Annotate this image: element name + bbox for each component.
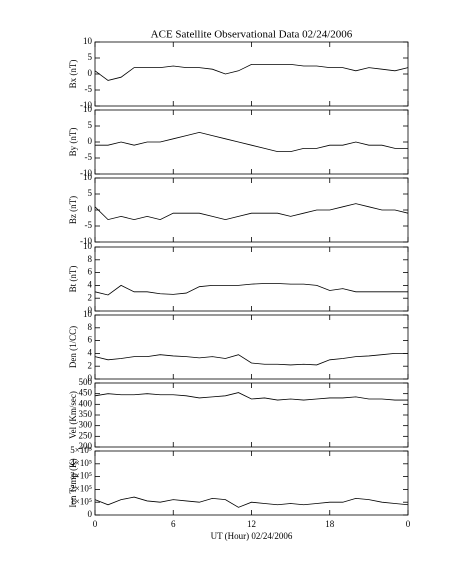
data-line [94, 496, 409, 508]
panel-frame [94, 382, 409, 448]
y-tick-label: 0 [88, 136, 93, 146]
y-tick-label: 0 [88, 509, 93, 519]
y-tick-label: 10 [83, 36, 93, 46]
y-tick-label: 4×10⁵ [70, 458, 92, 468]
y-tick-label: 5×10⁵ [70, 445, 92, 455]
data-line [94, 353, 408, 366]
y-tick-label: 3×10⁵ [70, 471, 92, 481]
y-tick-label: -10 [80, 236, 92, 246]
panel-frame [94, 450, 409, 516]
x-tick-label: 0 [93, 519, 98, 529]
y-tick-label: 350 [79, 409, 93, 419]
y-tick-label: 10 [83, 241, 93, 251]
y-axis-label: Bx (nT) [68, 60, 78, 89]
data-line [94, 283, 408, 296]
y-tick-label: 300 [79, 420, 93, 430]
y-tick-label: 4 [88, 347, 93, 357]
x-tick-label: 12 [247, 519, 256, 529]
y-tick-label: 4 [88, 279, 93, 289]
y-tick-label: 2 [88, 360, 93, 370]
chart-title: ACE Satellite Observational Data 02/24/2… [151, 29, 353, 41]
y-tick-label: -10 [80, 168, 92, 178]
y-tick-label: -10 [80, 100, 92, 110]
y-axis-label: Vel (Km/sec) [68, 391, 78, 439]
data-line [95, 131, 408, 152]
panel-frame [94, 109, 409, 175]
y-tick-label: 0 [88, 204, 93, 214]
x-tick-label: 6 [171, 519, 176, 529]
y-tick-label: 0 [88, 305, 93, 315]
y-tick-label: 0 [88, 373, 93, 383]
y-tick-label: 2×10⁵ [70, 483, 92, 493]
y-tick-label: 10 [83, 172, 93, 182]
x-tick-label: 18 [325, 519, 335, 529]
panel-frame [94, 246, 409, 312]
x-tick-label: 0 [406, 519, 411, 529]
y-tick-label: -5 [85, 84, 93, 94]
y-tick-label: 10 [83, 104, 93, 114]
y-tick-label: 400 [79, 398, 93, 408]
y-tick-label: 200 [79, 441, 93, 451]
y-axis-label: Bt (nT) [68, 266, 78, 293]
data-line [94, 392, 408, 401]
data-line [94, 64, 409, 81]
y-tick-label: 1×10⁵ [70, 496, 92, 506]
x-axis-label: UT (Hour) 02/24/2006 [211, 531, 293, 541]
y-tick-label: 500 [79, 377, 93, 387]
y-tick-label: 5 [88, 52, 93, 62]
panel-frame [94, 41, 409, 107]
y-tick-label: 450 [79, 388, 93, 398]
y-tick-label: 5 [88, 120, 93, 130]
y-tick-label: 5 [88, 188, 93, 198]
y-tick-label: 250 [79, 430, 93, 440]
panel-frame [94, 177, 409, 243]
y-tick-label: 2 [88, 292, 93, 302]
y-tick-label: 8 [88, 322, 93, 332]
y-tick-label: 8 [88, 254, 93, 264]
panel-frame [94, 314, 409, 380]
y-axis-label: Bz (nT) [68, 196, 78, 224]
y-tick-label: -5 [85, 220, 93, 230]
y-axis-label: Ion Temp (K) [68, 458, 78, 507]
y-axis-label: By (nT) [68, 128, 78, 157]
y-tick-label: -5 [85, 152, 93, 162]
y-axis-label: Den (1/CC) [68, 326, 78, 368]
y-tick-label: 6 [88, 335, 93, 345]
data-line [94, 203, 409, 221]
y-tick-label: 10 [83, 309, 93, 319]
y-tick-label: 6 [88, 267, 93, 277]
y-tick-label: 0 [88, 68, 93, 78]
